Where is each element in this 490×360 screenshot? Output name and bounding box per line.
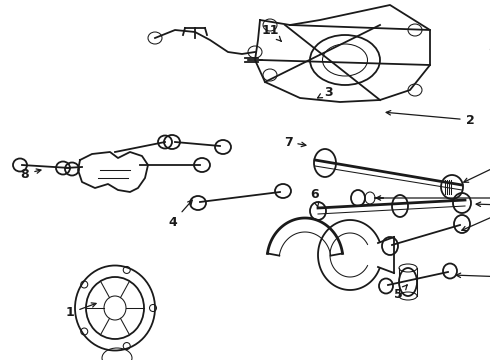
Text: 1: 1 xyxy=(66,303,96,320)
Text: 4: 4 xyxy=(169,200,192,229)
Text: 3: 3 xyxy=(318,85,332,99)
Text: 6: 6 xyxy=(311,189,319,207)
Text: 15: 15 xyxy=(376,192,490,204)
Text: 7: 7 xyxy=(284,135,306,148)
Text: 8: 8 xyxy=(21,167,41,180)
Text: 5: 5 xyxy=(393,285,407,302)
Text: 13: 13 xyxy=(476,202,490,221)
Text: 10: 10 xyxy=(462,105,490,230)
Text: 2: 2 xyxy=(386,111,474,126)
Text: 11: 11 xyxy=(261,23,281,41)
Text: 14: 14 xyxy=(464,153,490,182)
Text: 12: 12 xyxy=(456,273,490,292)
